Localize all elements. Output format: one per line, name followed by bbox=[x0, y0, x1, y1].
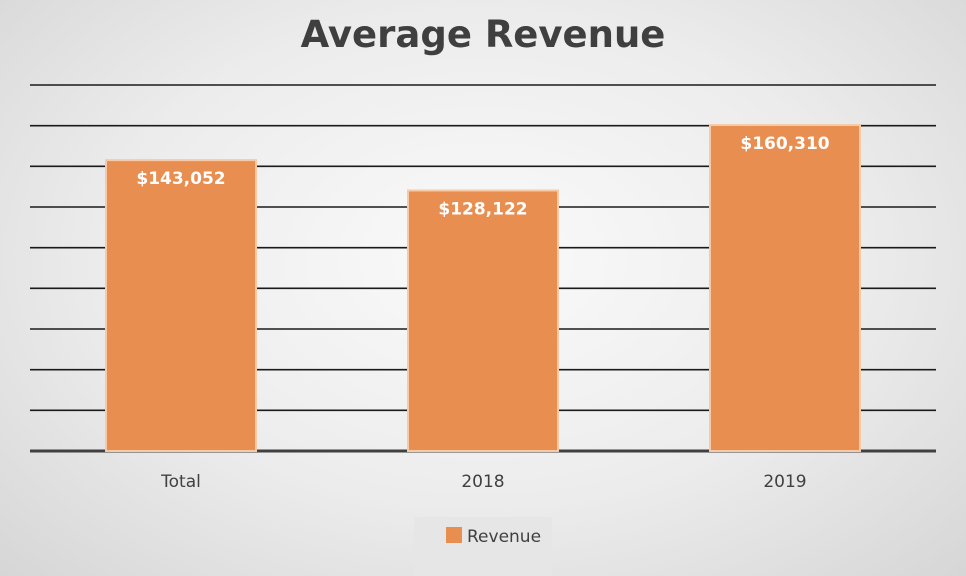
legend-swatch bbox=[446, 527, 462, 543]
data-label: $143,052 bbox=[136, 169, 225, 189]
category-label: 2018 bbox=[461, 472, 504, 492]
category-label: Total bbox=[160, 472, 201, 492]
legend-label: Revenue bbox=[467, 527, 541, 547]
bars bbox=[105, 124, 861, 452]
bar-total bbox=[105, 159, 257, 452]
category-label: 2019 bbox=[763, 472, 806, 492]
category-labels: Total 2018 2019 bbox=[160, 472, 806, 492]
bar-2019 bbox=[709, 124, 861, 452]
bar-2018 bbox=[407, 189, 559, 452]
legend: Revenue bbox=[414, 517, 552, 576]
data-label: $160,310 bbox=[740, 134, 829, 154]
legend-box bbox=[414, 517, 552, 576]
chart-title: Average Revenue bbox=[301, 13, 666, 56]
data-labels: $143,052 $128,122 $160,310 bbox=[136, 134, 829, 219]
data-label: $128,122 bbox=[438, 199, 527, 219]
